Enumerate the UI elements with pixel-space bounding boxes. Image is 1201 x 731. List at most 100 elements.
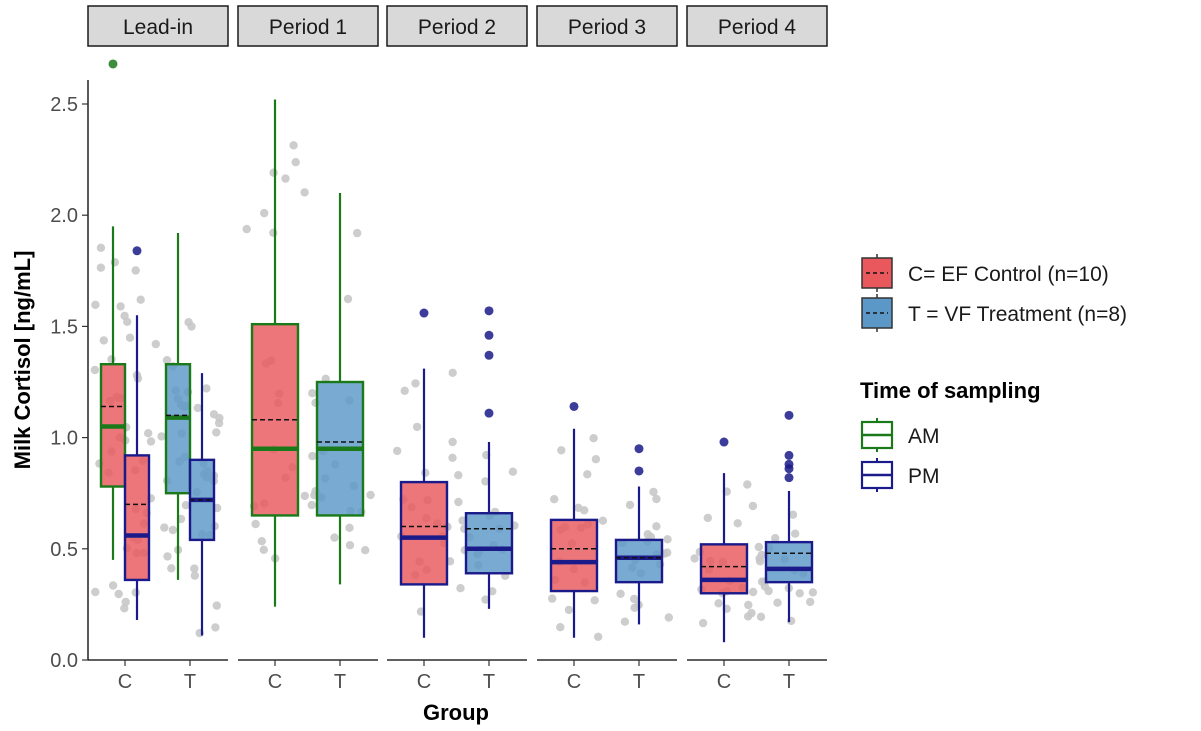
- facet-strip: [536, 5, 678, 47]
- x-tick-label: T: [783, 671, 795, 693]
- x-axis-title: Group: [423, 700, 489, 725]
- data-point: [488, 587, 497, 596]
- data-point: [698, 618, 708, 628]
- facet-strips: Lead-in Period 1 Period 2 Period 3 Period 4: [87, 5, 828, 47]
- data-point: [757, 577, 767, 586]
- data-point: [771, 534, 780, 543]
- data-point: [259, 545, 268, 554]
- data-point: [211, 623, 220, 632]
- data-point: [120, 311, 129, 321]
- outlier-point: [484, 350, 494, 360]
- box-body: [614, 538, 664, 584]
- box-body: [764, 540, 814, 584]
- box-C-PM: [123, 246, 151, 620]
- outlier-point: [784, 410, 794, 420]
- outlier-point: [634, 466, 644, 476]
- x-tick-label: T: [184, 671, 196, 693]
- x-tick-label: C: [567, 671, 581, 693]
- box-T-PM: [188, 373, 216, 636]
- data-point: [108, 581, 118, 590]
- data-point: [598, 516, 608, 525]
- data-point: [589, 434, 598, 443]
- data-point: [773, 598, 782, 607]
- box-body: [250, 322, 300, 517]
- data-point: [345, 523, 354, 532]
- data-point: [168, 525, 178, 535]
- data-point: [703, 513, 712, 523]
- data-point: [456, 584, 465, 593]
- data-point: [808, 588, 818, 597]
- data-point: [187, 322, 196, 331]
- y-tick-label: 0.0: [50, 650, 78, 672]
- data-point: [652, 494, 661, 504]
- data-point: [353, 228, 362, 238]
- data-point: [448, 368, 457, 377]
- facet-strip: [237, 5, 379, 47]
- data-point: [743, 480, 752, 489]
- data-point: [756, 612, 766, 621]
- box-C-AM: [250, 99, 300, 607]
- data-point: [557, 446, 566, 455]
- data-point: [307, 500, 316, 510]
- data-point: [131, 588, 140, 597]
- facet-label: Lead-in: [123, 16, 193, 39]
- data-point: [91, 300, 100, 309]
- outlier-point: [784, 459, 794, 469]
- data-point: [125, 333, 135, 342]
- data-point: [616, 589, 625, 598]
- data-point: [260, 208, 269, 218]
- data-point: [345, 541, 355, 550]
- data-point: [291, 158, 300, 167]
- box-C-AM: [99, 59, 127, 560]
- data-point: [99, 336, 109, 345]
- box-T-PM: [614, 444, 664, 625]
- data-point: [788, 510, 798, 519]
- box-body: [123, 454, 151, 582]
- x-tick-label: T: [633, 671, 645, 693]
- facet-label: Period 1: [269, 16, 347, 39]
- data-point: [574, 503, 583, 512]
- data-point: [202, 384, 211, 393]
- data-point: [748, 587, 758, 597]
- legend-time-of-sampling: Time of sampling AM PM: [860, 378, 1041, 492]
- data-point: [556, 623, 565, 632]
- data-point: [281, 174, 290, 183]
- data-point: [400, 386, 409, 395]
- data-point: [806, 597, 815, 607]
- data-point: [209, 410, 219, 419]
- data-point: [421, 468, 430, 477]
- data-point: [160, 523, 169, 532]
- legend-group-fill: C= EF Control (n=10) T = VF Treatment (n=…: [861, 254, 1127, 332]
- data-point: [131, 266, 140, 275]
- outlier-point: [634, 444, 644, 454]
- outlier-point: [784, 473, 794, 483]
- data-point: [107, 355, 116, 364]
- data-point: [308, 389, 317, 398]
- data-point: [481, 477, 490, 486]
- data-point: [412, 422, 422, 432]
- facet-label: Period 4: [718, 16, 797, 39]
- data-point: [481, 595, 490, 604]
- data-point: [120, 604, 129, 613]
- facet-label: Period 3: [568, 16, 646, 39]
- x-tick-label: T: [334, 671, 346, 693]
- outlier-point: [569, 401, 579, 411]
- data-point: [190, 571, 199, 580]
- data-point: [242, 224, 251, 234]
- data-point: [330, 533, 339, 542]
- data-point: [458, 516, 467, 525]
- data-point: [594, 632, 603, 641]
- data-point: [620, 617, 630, 626]
- box-body: [164, 363, 192, 495]
- legend-label: T = VF Treatment (n=8): [908, 303, 1127, 326]
- data-point: [583, 470, 592, 479]
- data-point: [550, 495, 559, 504]
- data-point: [795, 589, 804, 598]
- data-point: [96, 243, 106, 252]
- data-point: [300, 188, 309, 197]
- facet-strip: [686, 5, 828, 47]
